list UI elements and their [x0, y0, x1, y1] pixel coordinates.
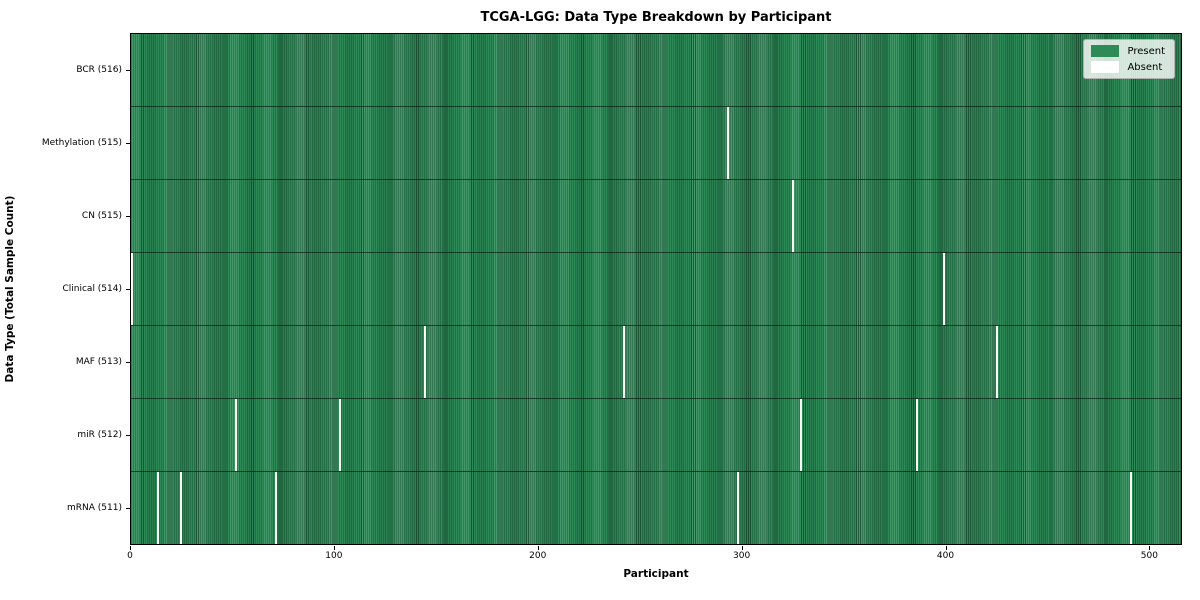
heatmap-row-clinical [131, 253, 1181, 326]
y-axis-label: Data Type (Total Sample Count) [4, 195, 16, 383]
heatmap-row-bcr [131, 34, 1181, 107]
y-tick-mark [126, 69, 130, 71]
absent-marker [792, 180, 795, 252]
legend-swatch-absent [1091, 61, 1120, 73]
y-tick-mark [126, 435, 130, 437]
legend: Present Absent [1083, 39, 1175, 79]
x-tick-label: 500 [1140, 551, 1158, 561]
absent-marker [1130, 472, 1133, 544]
absent-marker [275, 472, 278, 544]
x-tick-mark [741, 546, 743, 550]
legend-label: Present [1127, 45, 1165, 57]
heatmap-row-maf [131, 326, 1181, 399]
heatmap-row-mir [131, 399, 1181, 472]
legend-swatch-present [1091, 45, 1120, 57]
absent-marker [179, 472, 182, 544]
absent-marker [131, 253, 133, 325]
x-tick-mark [945, 546, 947, 550]
absent-marker [234, 399, 237, 471]
absent-marker [157, 472, 160, 544]
x-tick-label: 100 [325, 551, 343, 561]
absent-marker [995, 326, 998, 398]
heatmap-row-cn [131, 180, 1181, 253]
y-tick-mark [126, 142, 130, 144]
legend-item-absent: Absent [1091, 61, 1165, 73]
absent-marker [737, 472, 740, 544]
absent-marker [916, 399, 919, 471]
y-tick-mark [126, 362, 130, 364]
absent-marker [424, 326, 427, 398]
y-tick-mark [126, 289, 130, 290]
y-tick-label: mRNA (511) [67, 503, 122, 514]
x-tick-label: 200 [529, 551, 547, 561]
x-tick-label: 400 [936, 551, 955, 561]
absent-marker [800, 399, 803, 471]
y-tick-label: miR (512) [77, 430, 122, 441]
absent-marker [338, 399, 341, 471]
absent-marker [942, 253, 945, 325]
heatmap-row-methylation [131, 107, 1181, 180]
absent-marker [623, 326, 626, 398]
x-axis-label: Participant [623, 568, 689, 580]
y-tick-label: CN (515) [81, 210, 122, 221]
chart-title: TCGA-LGG: Data Type Breakdown by Partici… [480, 10, 832, 25]
heatmap-rows [131, 34, 1181, 544]
heatmap-row-mrna [131, 472, 1181, 544]
absent-marker [727, 107, 730, 179]
legend-label: Absent [1127, 61, 1163, 73]
y-tick-mark [126, 215, 130, 217]
y-tick-label: Clinical (514) [62, 284, 122, 294]
x-tick-mark [1149, 546, 1151, 550]
plot-area: Present Absent [130, 33, 1182, 545]
x-tick-label: 0 [127, 551, 133, 561]
y-tick-label: BCR (516) [76, 64, 122, 75]
y-tick-label: MAF (513) [75, 357, 122, 368]
y-tick-label: Methylation (515) [41, 137, 122, 148]
x-tick-mark [333, 546, 335, 550]
legend-item-present: Present [1091, 45, 1165, 57]
x-tick-mark [130, 546, 131, 550]
x-tick-label: 300 [733, 551, 751, 561]
y-tick-mark [126, 508, 130, 510]
x-tick-mark [537, 546, 539, 550]
